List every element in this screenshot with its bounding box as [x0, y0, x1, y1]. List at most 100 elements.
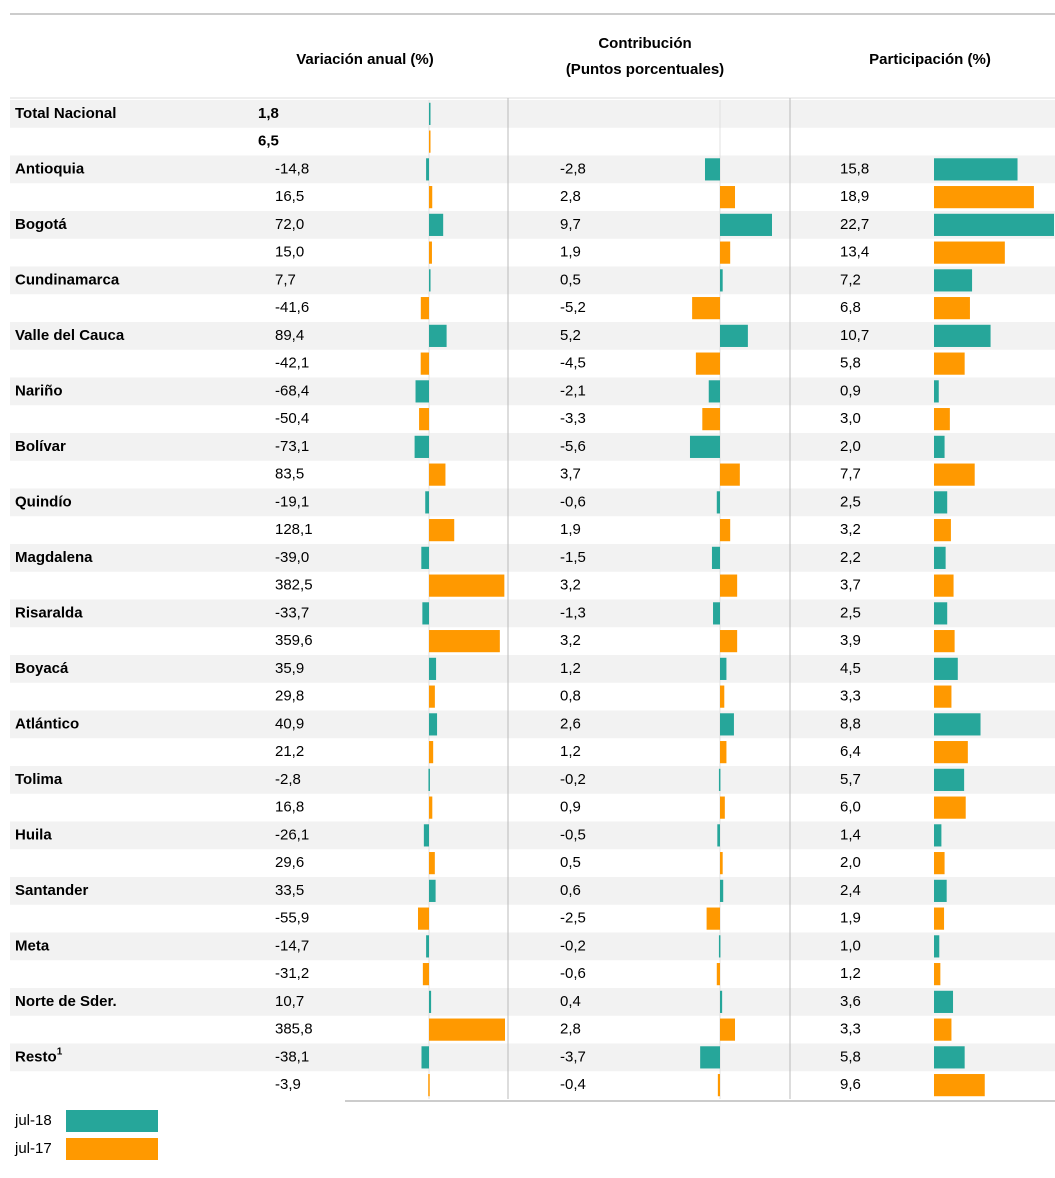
bar — [934, 158, 1018, 181]
bar — [422, 602, 429, 625]
bar — [720, 241, 731, 264]
cell-value: -2,8 — [275, 771, 301, 788]
bar — [429, 852, 435, 875]
cell-value: 33,5 — [275, 882, 304, 899]
cell-value: -68,4 — [275, 382, 309, 399]
cell-value: 40,9 — [275, 715, 304, 732]
cell-value: -31,2 — [275, 965, 309, 982]
cell-value: 6,4 — [840, 743, 861, 760]
cell-value: -39,0 — [275, 549, 309, 566]
bar — [720, 657, 727, 680]
cell-value: 15,8 — [840, 160, 869, 177]
cell-value: -5,6 — [560, 438, 586, 455]
cell-value: 1,9 — [560, 521, 581, 538]
legend-swatch — [66, 1110, 158, 1132]
row-band — [10, 544, 1055, 572]
bar — [711, 546, 720, 569]
region-label: Risaralda — [15, 604, 83, 621]
region-name: Huila — [15, 826, 52, 843]
cell-value: 1,2 — [560, 660, 581, 677]
cell-value: 0,5 — [560, 271, 581, 288]
cell-value: 6,8 — [840, 299, 861, 316]
bar — [429, 879, 436, 902]
cell-value: 128,1 — [275, 521, 313, 538]
cell-value: 1,4 — [840, 826, 861, 843]
bar — [934, 907, 945, 930]
cell-value: 3,2 — [560, 632, 581, 649]
bar — [429, 269, 431, 292]
cell-value: 5,8 — [840, 1048, 861, 1065]
bar — [720, 796, 725, 819]
cell-value: 1,2 — [560, 743, 581, 760]
legend-label: jul-18 — [14, 1112, 52, 1129]
region-name: Boyacá — [15, 660, 69, 677]
region-name: Valle del Cauca — [15, 327, 125, 344]
header-variacion: Variación anual (%) — [296, 51, 434, 68]
region-label: Magdalena — [15, 549, 93, 566]
cell-value: -1,5 — [560, 549, 586, 566]
region-label: Meta — [15, 937, 50, 954]
cell-value: -0,6 — [560, 493, 586, 510]
bar — [689, 435, 720, 458]
bar — [720, 1018, 736, 1041]
bar — [429, 574, 505, 597]
bar — [429, 1018, 505, 1041]
cell-value: 16,5 — [275, 188, 304, 205]
bar — [934, 852, 945, 875]
row-band — [10, 710, 1055, 739]
cell-value: 1,9 — [560, 244, 581, 261]
cell-value: 5,8 — [840, 355, 861, 372]
cell-value: 4,5 — [840, 660, 861, 677]
bar — [429, 213, 444, 236]
bar — [934, 519, 951, 542]
cell-value: 18,9 — [840, 188, 869, 205]
region-name: Risaralda — [15, 604, 83, 621]
cell-value: 385,8 — [275, 1021, 313, 1038]
cell-value: -33,7 — [275, 604, 309, 621]
cell-value: -19,1 — [275, 493, 309, 510]
bar — [425, 491, 429, 514]
cell-value: -42,1 — [275, 355, 309, 372]
cell-value: 21,2 — [275, 743, 304, 760]
cell-value: -5,2 — [560, 299, 586, 316]
bar — [429, 463, 446, 486]
cell-value: 6,0 — [840, 799, 861, 816]
footnote-marker: 1 — [57, 1046, 63, 1057]
bar — [429, 657, 437, 680]
cell-value: 2,0 — [840, 854, 861, 871]
cell-value: 5,2 — [560, 327, 581, 344]
region-label: Antioquia — [15, 160, 85, 177]
cell-value: 3,7 — [840, 577, 861, 594]
bar — [720, 713, 734, 736]
cell-value: 89,4 — [275, 327, 304, 344]
bar — [422, 963, 429, 986]
bar — [426, 158, 429, 181]
bar — [700, 1046, 720, 1069]
region-label: Resto — [15, 1048, 57, 1065]
cell-value: -14,8 — [275, 160, 309, 177]
bar — [429, 324, 447, 347]
cell-value: -0,6 — [560, 965, 586, 982]
cell-value: 1,8 — [258, 105, 279, 122]
cell-value: -26,1 — [275, 826, 309, 843]
cell-value: 29,8 — [275, 688, 304, 705]
row-band — [10, 766, 1055, 794]
bar — [429, 796, 433, 819]
cell-value: 382,5 — [275, 577, 313, 594]
row-band — [10, 488, 1055, 517]
cell-value: 8,8 — [840, 715, 861, 732]
row-band — [10, 322, 1055, 350]
bar — [934, 879, 947, 902]
region-label: Huila — [15, 826, 52, 843]
cell-value: 2,0 — [840, 438, 861, 455]
cell-value: -73,1 — [275, 438, 309, 455]
cell-value: 13,4 — [840, 244, 869, 261]
region-label: Nariño — [15, 382, 63, 399]
bar — [720, 574, 738, 597]
bar — [934, 463, 975, 486]
bar — [713, 602, 720, 625]
cell-value: -0,5 — [560, 826, 586, 843]
bar — [934, 1074, 985, 1097]
region-name: Magdalena — [15, 549, 93, 566]
